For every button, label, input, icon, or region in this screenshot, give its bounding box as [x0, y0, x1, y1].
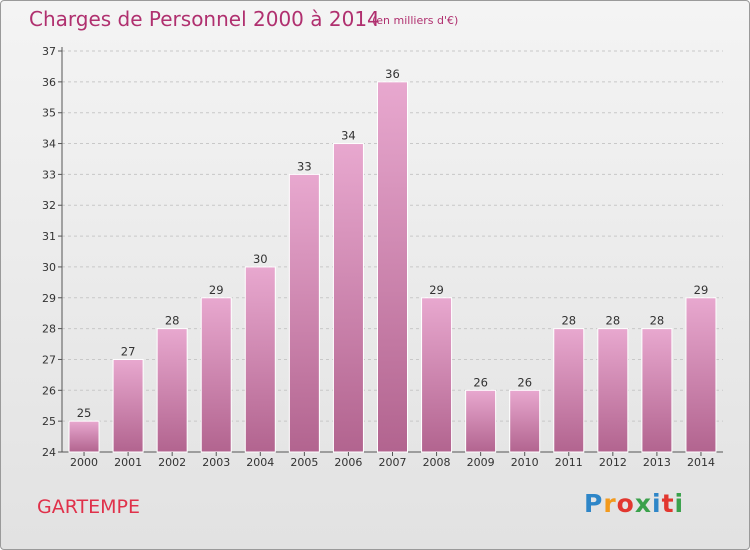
bar — [553, 328, 585, 453]
bar — [200, 297, 232, 453]
x-tick-label: 2013 — [643, 456, 671, 469]
y-tick-label: 26 — [42, 384, 56, 397]
data-label: 34 — [341, 129, 356, 143]
x-tick-label: 2000 — [70, 456, 98, 469]
data-label: 33 — [297, 159, 312, 173]
bar — [685, 297, 717, 453]
logo-letter: i — [652, 489, 662, 518]
data-label: 28 — [165, 314, 180, 328]
x-tick-label: 2010 — [511, 456, 539, 469]
y-tick-label: 35 — [42, 107, 56, 120]
bar — [465, 389, 497, 453]
y-tick-label: 24 — [42, 446, 56, 459]
bar — [332, 143, 364, 453]
y-tick-label: 33 — [42, 168, 56, 181]
x-tick-label: 2009 — [467, 456, 495, 469]
bar — [244, 266, 276, 453]
x-tick-label: 2003 — [202, 456, 230, 469]
commune-name: GARTEMPE — [37, 496, 141, 518]
data-label: 26 — [517, 375, 532, 389]
y-tick-label: 36 — [42, 76, 56, 89]
y-tick-label: 25 — [42, 415, 56, 428]
logo-letter: P — [584, 489, 604, 518]
bar — [641, 328, 673, 453]
bar — [156, 328, 188, 453]
y-tick-label: 27 — [42, 353, 56, 366]
y-tick-label: 29 — [42, 292, 56, 305]
data-label: 30 — [253, 252, 268, 266]
data-label: 28 — [606, 314, 621, 328]
unit-note: (en milliers d'€) — [372, 14, 459, 27]
x-tick-label: 2001 — [114, 456, 142, 469]
data-label: 25 — [77, 406, 92, 420]
bar — [509, 389, 541, 453]
data-label: 36 — [385, 67, 400, 81]
x-tick-label: 2012 — [599, 456, 627, 469]
bar — [288, 173, 320, 453]
bar — [377, 81, 408, 453]
logo-letter: r — [603, 489, 617, 518]
y-tick-label: 30 — [42, 261, 56, 274]
x-tick-label: 2014 — [687, 456, 715, 469]
logo-letter: i — [674, 489, 685, 518]
y-tick-label: 37 — [42, 45, 56, 58]
y-tick-label: 28 — [42, 323, 56, 336]
data-label: 29 — [694, 283, 709, 297]
logo-letter: x — [634, 489, 652, 518]
data-label: 28 — [561, 314, 576, 328]
y-tick-label: 34 — [42, 138, 56, 151]
y-tick-label: 31 — [42, 230, 56, 243]
data-label: 29 — [209, 283, 224, 297]
x-tick-label: 2005 — [290, 456, 318, 469]
logo-letter: o — [616, 489, 635, 518]
x-tick-label: 2011 — [555, 456, 583, 469]
y-tick-label: 32 — [42, 199, 56, 212]
data-label: 27 — [121, 344, 136, 358]
x-tick-label: 2002 — [158, 456, 186, 469]
bar — [421, 297, 453, 453]
chart-title: Charges de Personnel 2000 à 2014 — [29, 7, 380, 31]
x-tick-label: 2004 — [246, 456, 274, 469]
bar — [112, 358, 144, 453]
bar — [68, 420, 100, 453]
bar — [597, 328, 629, 453]
logo-letter: t — [661, 489, 675, 518]
data-label: 29 — [429, 283, 444, 297]
data-label: 26 — [473, 375, 488, 389]
x-tick-label: 2007 — [379, 456, 407, 469]
x-tick-label: 2008 — [423, 456, 451, 469]
proxiti-logo: Proxiti — [584, 489, 684, 518]
x-tick-label: 2006 — [334, 456, 362, 469]
data-label: 28 — [650, 314, 665, 328]
